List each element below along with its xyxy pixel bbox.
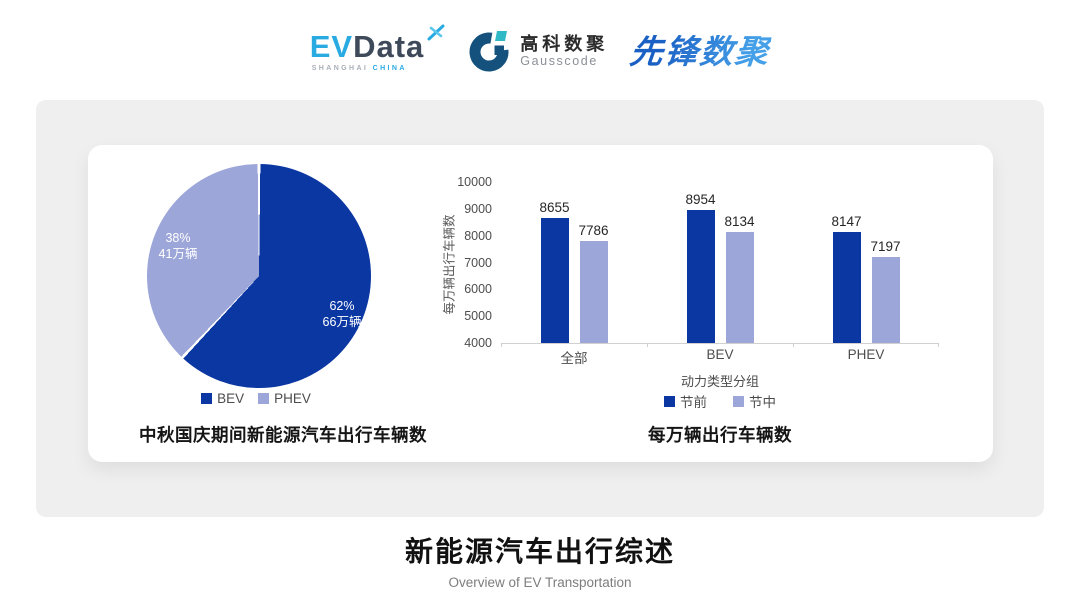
gausscode-cn-text: 高科数聚 (520, 33, 609, 54)
pie-label-bev: 62% 66万辆 (282, 298, 402, 330)
evdata-data-text: Data (353, 28, 425, 64)
axis-tick (501, 343, 502, 347)
evdata-china-text: CHINA (372, 64, 407, 72)
gausscode-en-text: Gausscode (520, 54, 598, 69)
bar (871, 257, 900, 343)
legend-swatch (258, 393, 270, 404)
bar-group: 8954 8134 BEV (647, 182, 793, 362)
legend-swatch (201, 393, 213, 404)
evdata-subtitle: SHANGHAI CHINA (310, 65, 447, 72)
bar (725, 232, 754, 343)
legend-swatch (664, 395, 675, 407)
bar (540, 218, 569, 343)
legend-item: 节中 (733, 391, 776, 411)
bar-value-label: 7786 (578, 223, 609, 239)
evdata-ev-text: EV (309, 28, 354, 64)
bar-legend: 节前 节中 (501, 391, 939, 411)
legend-label: BEV (217, 391, 245, 406)
bar-value-label: 8655 (539, 200, 570, 216)
logo-header: EV Data SHANGHAI CHINA 高科数聚 Gausscode (0, 16, 1080, 86)
pie-chart-title: 中秋国庆期间新能源汽车出行车辆数 (139, 425, 427, 445)
gausscode-text-block: 高科数聚 Gausscode (520, 34, 608, 69)
bar-value-label: 8134 (724, 214, 755, 230)
gausscode-logo: 高科数聚 Gausscode (468, 29, 608, 73)
x-axis-title: 动力类型分组 (680, 374, 759, 389)
legend-item: 节前 (664, 391, 707, 411)
legend-label: 节前 (680, 395, 707, 410)
axis-tick (793, 343, 794, 347)
category-label: BEV (706, 347, 734, 362)
bev-percent-label: 62% (329, 299, 355, 313)
y-tick-label: 5000 (464, 309, 492, 324)
gausscode-mark-icon (469, 31, 509, 72)
pie-label-phev: 38% 41万辆 (118, 230, 238, 262)
charts-panel: 38% 41万辆 62% 66万辆 BEV PHEV 中秋国庆期间新能源汽车出行车… (36, 100, 1044, 517)
legend-item: PHEV (258, 391, 311, 406)
y-tick-label: 8000 (464, 228, 492, 243)
evdata-logo: EV Data SHANGHAI CHINA (309, 24, 447, 72)
bar-chart-title: 每万辆出行车辆数 (648, 425, 792, 445)
footer: 新能源汽车出行综述 Overview of EV Transportation (0, 530, 1080, 590)
charts-card: 38% 41万辆 62% 66万辆 BEV PHEV 中秋国庆期间新能源汽车出行车… (88, 145, 993, 462)
bar-group: 8655 7786 全部 (501, 182, 647, 366)
y-tick-label: 10000 (457, 175, 492, 189)
bev-amount-label: 66万辆 (322, 315, 362, 329)
sparkle-x-icon (427, 24, 445, 40)
axis-tick (647, 343, 648, 347)
category-label: 全部 (560, 351, 588, 366)
bar-value-label: 8954 (685, 192, 716, 208)
y-tick-label: 4000 (464, 336, 492, 350)
bar-value-label: 7197 (870, 239, 901, 255)
y-tick-labels: 4000 5000 6000 7000 8000 9000 10000 (418, 145, 492, 375)
bar (832, 231, 861, 343)
phev-percent-label: 38% (165, 231, 191, 245)
bar-group: 8147 7197 PHEV (793, 182, 939, 362)
phev-amount-label: 41万辆 (158, 247, 198, 261)
bar (579, 241, 608, 343)
legend-label: 节中 (749, 395, 776, 410)
bar-value-label: 8147 (831, 213, 862, 229)
legend-swatch (733, 395, 744, 407)
y-tick-label: 6000 (464, 282, 492, 297)
pie-legend: BEV PHEV (88, 391, 424, 406)
category-label: PHEV (847, 347, 885, 362)
y-tick-label: 7000 (464, 255, 492, 270)
bar-plot-area: 8655 7786 全部 8954 8134 BEV 8147 7197 PHEV (501, 182, 939, 366)
bar (686, 210, 715, 343)
report-subtitle: Overview of EV Transportation (448, 575, 632, 590)
pie-chart (147, 164, 371, 388)
evdata-shanghai-text: SHANGHAI (311, 64, 369, 72)
y-tick-label: 9000 (464, 201, 492, 216)
legend-item: BEV (201, 391, 244, 406)
legend-label: PHEV (274, 391, 311, 406)
axis-tick (938, 343, 939, 347)
evdata-wordmark: EV Data (309, 24, 447, 64)
pioneer-logo: 先锋数聚 (628, 32, 773, 70)
report-title: 新能源汽车出行综述 (404, 536, 675, 567)
